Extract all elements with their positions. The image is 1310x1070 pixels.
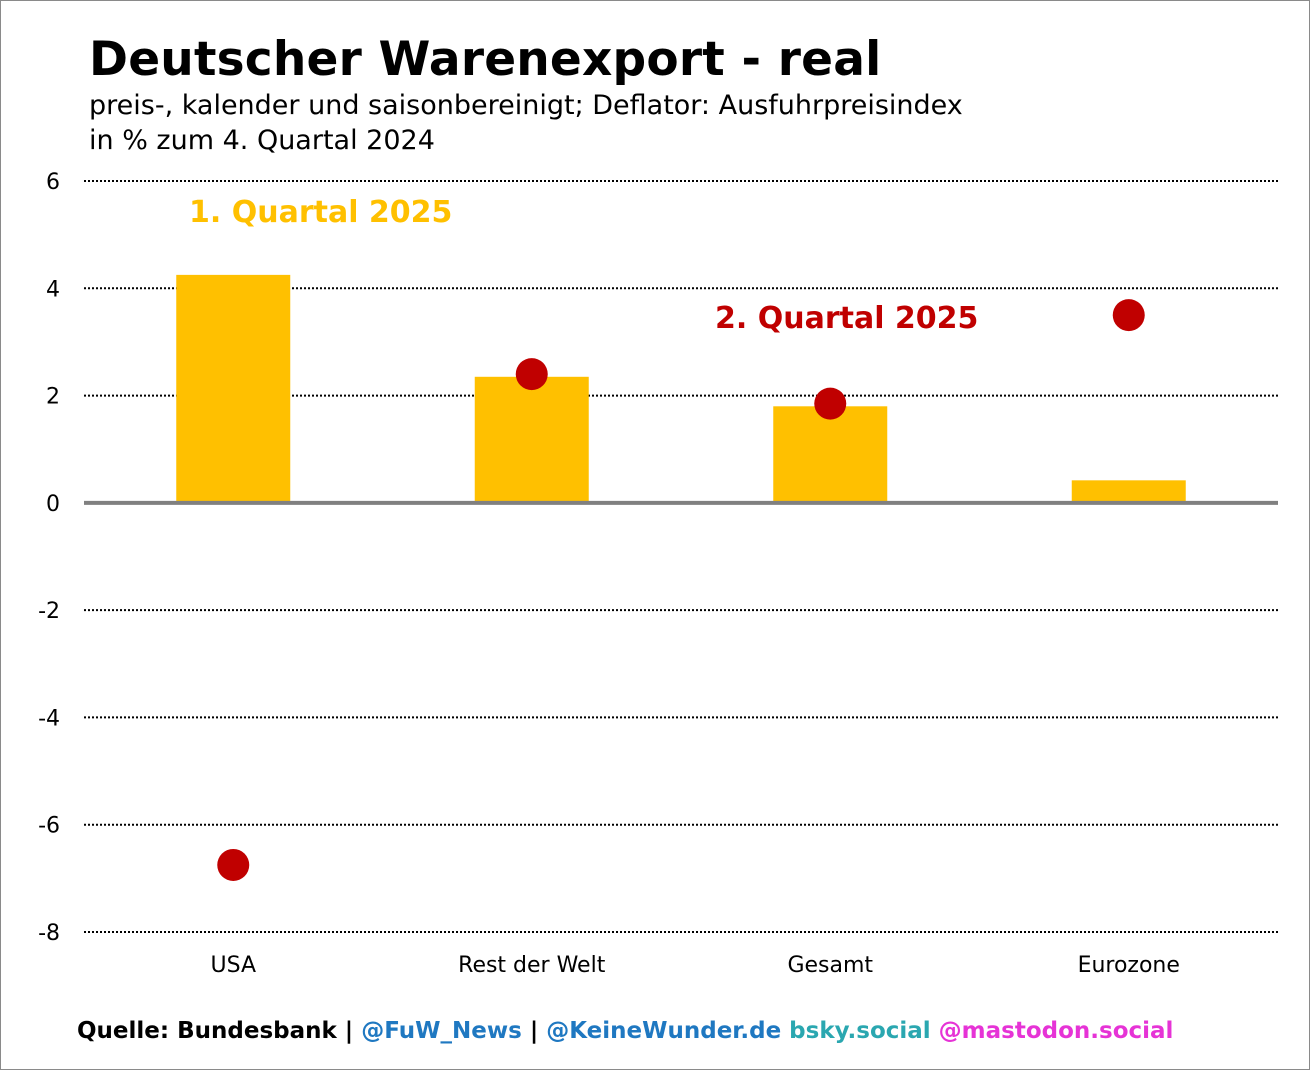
y-tick-label: -8	[38, 921, 60, 946]
footer-handle-fuw[interactable]: @FuW_News	[361, 1018, 522, 1044]
x-tick-label: Gesamt	[787, 953, 873, 978]
y-tick-label: 4	[46, 277, 60, 302]
y-tick-label: -4	[38, 706, 60, 731]
footer-separator: |	[521, 1018, 547, 1044]
footer-separator: |	[336, 1018, 362, 1044]
x-tick-label: Eurozone	[1078, 953, 1180, 978]
x-tick-label: USA	[210, 953, 256, 978]
data-point	[515, 358, 548, 391]
chart-title: Deutscher Warenexport - real	[89, 32, 882, 87]
bar	[773, 406, 888, 503]
x-tick-label: Rest der Welt	[458, 953, 606, 978]
data-point	[217, 848, 250, 881]
series-label-q2: 2. Quartal 2025	[715, 301, 978, 336]
y-tick-label: 0	[46, 492, 60, 517]
series-label-q1: 1. Quartal 2025	[189, 195, 452, 230]
bar	[176, 274, 291, 503]
data-point	[814, 387, 847, 420]
y-tick-label: -6	[38, 814, 60, 839]
footer-mastodon[interactable]: @mastodon.social	[930, 1018, 1174, 1044]
y-tick-label: 2	[46, 385, 60, 410]
footer-handle-keinewunder[interactable]: @KeineWunder.de	[546, 1018, 782, 1044]
chart-subtitle-line-1: preis-, kalender und saisonbereinigt; De…	[89, 90, 963, 121]
footer-source: Quelle: Bundesbank	[77, 1018, 337, 1044]
bar	[1071, 480, 1186, 503]
chart-subtitle-line-2: in % zum 4. Quartal 2024	[89, 125, 435, 156]
y-tick-label: 6	[46, 170, 60, 195]
footer: Quelle: Bundesbank | @FuW_News | @KeineW…	[77, 1018, 1173, 1044]
data-point	[1112, 299, 1145, 332]
y-tick-label: -2	[38, 599, 60, 624]
bar	[474, 376, 589, 503]
footer-bluesky[interactable]: bsky.social	[781, 1018, 931, 1044]
